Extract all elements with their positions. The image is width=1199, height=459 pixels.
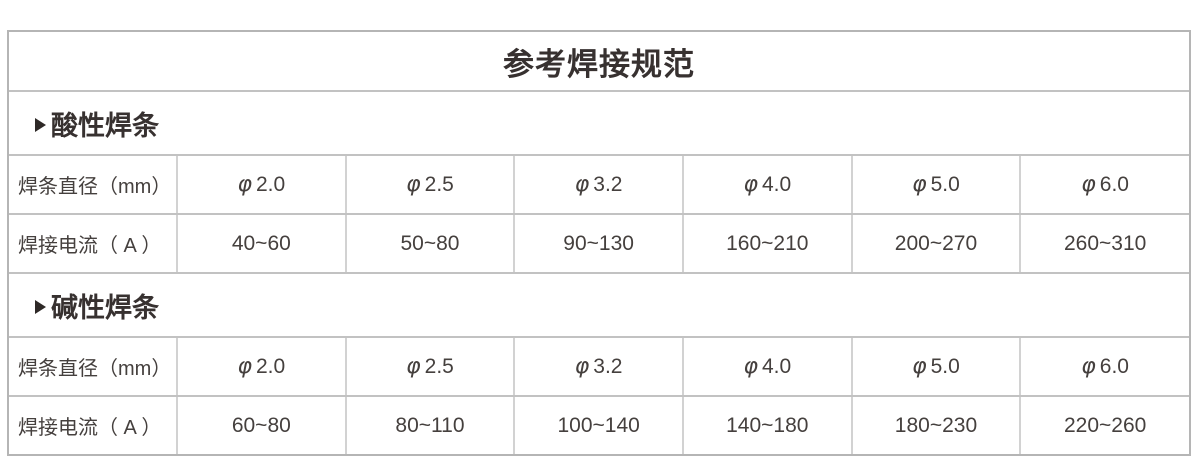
diameter-cell: φ 4.0 [681, 336, 853, 397]
diameter-cell: φ 2.0 [176, 336, 347, 397]
section-title-acidic: 酸性焊条 [51, 110, 159, 141]
welding-spec-table-frame: 参考焊接规范 酸性焊条 焊条直径（mm） φ 2.0 φ 2.5 φ 3.2 φ 4.0… [7, 30, 1191, 456]
phi-symbol: φ [406, 354, 421, 379]
section-header-acidic: 酸性焊条 [9, 90, 1189, 156]
table-title: 参考焊接规范 [9, 32, 1189, 92]
section-header-alkaline: 碱性焊条 [9, 272, 1189, 338]
row-label-current: 焊接电流（ A ） [9, 395, 178, 454]
current-cell: 80~110 [344, 395, 516, 454]
right-triangle-icon [35, 300, 46, 315]
phi-symbol: φ [743, 354, 758, 379]
diameter-cell: φ 4.0 [681, 154, 853, 215]
current-cell: 90~130 [513, 213, 684, 274]
current-cell: 100~140 [513, 395, 684, 454]
phi-symbol: φ [237, 354, 252, 379]
diameter-value: 2.5 [424, 173, 454, 196]
phi-symbol: φ [406, 172, 421, 197]
diameter-cell: φ 3.2 [513, 336, 684, 397]
diameter-cell: φ 6.0 [1019, 154, 1189, 215]
diameter-value: 5.0 [930, 355, 960, 378]
diameter-value: 2.5 [424, 355, 454, 378]
current-cell: 140~180 [681, 395, 853, 454]
section-header-row-acidic: 酸性焊条 [9, 90, 1189, 156]
table-row-acidic-diameter: 焊条直径（mm） φ 2.0 φ 2.5 φ 3.2 φ 4.0 φ 5.0 φ 6.0 [9, 154, 1189, 215]
diameter-cell: φ 2.5 [344, 336, 516, 397]
section-title-alkaline: 碱性焊条 [51, 292, 159, 323]
diameter-value: 2.0 [255, 173, 286, 196]
section-header-row-alkaline: 碱性焊条 [9, 272, 1189, 338]
phi-symbol: φ [743, 172, 758, 197]
diameter-cell: φ 5.0 [850, 154, 1022, 215]
diameter-value: 4.0 [761, 173, 792, 196]
welding-spec-table: 参考焊接规范 酸性焊条 焊条直径（mm） φ 2.0 φ 2.5 φ 3.2 φ 4.0… [9, 32, 1189, 454]
diameter-value: 3.2 [593, 173, 623, 196]
phi-symbol: φ [912, 354, 927, 379]
diameter-cell: φ 2.5 [344, 154, 516, 215]
current-cell: 180~230 [850, 395, 1022, 454]
right-triangle-icon [35, 118, 46, 133]
row-label-diameter: 焊条直径（mm） [9, 336, 178, 397]
diameter-value: 2.0 [255, 355, 286, 378]
diameter-value: 5.0 [930, 173, 960, 196]
current-cell: 260~310 [1019, 213, 1189, 274]
phi-symbol: φ [1081, 354, 1096, 379]
diameter-cell: φ 5.0 [850, 336, 1022, 397]
current-cell: 200~270 [850, 213, 1022, 274]
table-row-alkaline-diameter: 焊条直径（mm） φ 2.0 φ 2.5 φ 3.2 φ 4.0 φ 5.0 φ 6.0 [9, 336, 1189, 397]
current-cell: 60~80 [176, 395, 347, 454]
title-row: 参考焊接规范 [9, 32, 1189, 92]
current-cell: 220~260 [1019, 395, 1189, 454]
current-cell: 50~80 [344, 213, 516, 274]
phi-symbol: φ [1081, 172, 1096, 197]
row-label-diameter: 焊条直径（mm） [9, 154, 178, 215]
diameter-value: 3.2 [593, 355, 623, 378]
phi-symbol: φ [574, 172, 590, 197]
diameter-value: 4.0 [761, 355, 792, 378]
table-row-acidic-current: 焊接电流（ A ） 40~60 50~80 90~130 160~210 200… [9, 213, 1189, 274]
phi-symbol: φ [574, 354, 590, 379]
phi-symbol: φ [912, 172, 927, 197]
diameter-cell: φ 2.0 [176, 154, 347, 215]
row-label-current: 焊接电流（ A ） [9, 213, 178, 274]
diameter-value: 6.0 [1099, 173, 1129, 196]
phi-symbol: φ [237, 172, 252, 197]
current-cell: 160~210 [681, 213, 853, 274]
diameter-cell: φ 6.0 [1019, 336, 1189, 397]
diameter-cell: φ 3.2 [513, 154, 684, 215]
table-row-alkaline-current: 焊接电流（ A ） 60~80 80~110 100~140 140~180 1… [9, 395, 1189, 454]
diameter-value: 6.0 [1099, 355, 1129, 378]
current-cell: 40~60 [176, 213, 347, 274]
